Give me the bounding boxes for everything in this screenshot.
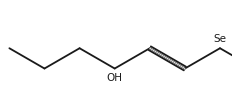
Text: OH: OH: [107, 73, 123, 83]
Text: Se: Se: [213, 34, 226, 44]
